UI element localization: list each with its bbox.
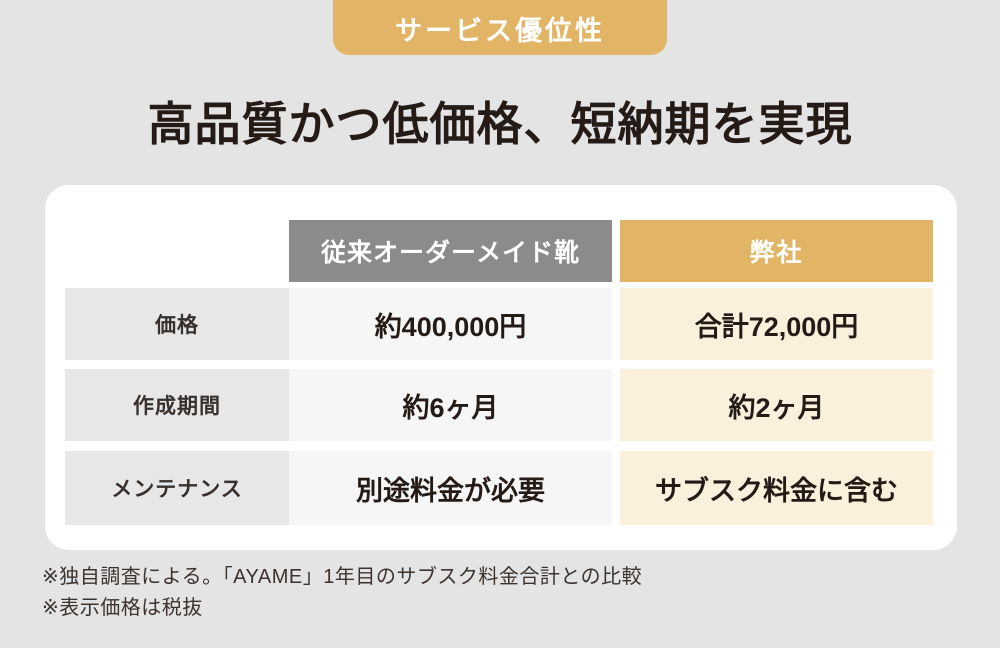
service-advantage-badge: サービス優位性	[333, 0, 667, 55]
table-row-price: 価格 約400,000円 合計72,000円	[65, 288, 957, 360]
comparison-card: 従来オーダーメイド靴 弊社 価格 約400,000円 合計72,000円 作成期…	[45, 185, 957, 550]
column-header-ours: 弊社	[620, 220, 933, 282]
price-ours-value: 合計72,000円	[620, 288, 933, 360]
maintenance-ours-value: サブスク料金に含む	[620, 451, 933, 525]
row-label-maintenance: メンテナンス	[65, 451, 289, 525]
column-header-traditional: 従来オーダーメイド靴	[289, 220, 612, 282]
table-header-row: 従来オーダーメイド靴 弊社	[65, 220, 957, 282]
table-row-maintenance: メンテナンス 別途料金が必要 サブスク料金に含む	[65, 451, 957, 525]
badge-label: サービス優位性	[395, 16, 605, 46]
price-traditional-value: 約400,000円	[289, 288, 612, 360]
footnote-tax-note: ※表示価格は税抜	[42, 597, 203, 619]
maintenance-traditional-value: 別途料金が必要	[289, 451, 612, 525]
row-label-production-period: 作成期間	[65, 369, 289, 441]
row-label-price: 価格	[65, 288, 289, 360]
period-ours-value: 約2ヶ月	[620, 369, 933, 441]
table-row-production-period: 作成期間 約6ヶ月 約2ヶ月	[65, 369, 957, 441]
period-traditional-value: 約6ヶ月	[289, 369, 612, 441]
footnotes: ※独自調査による。「AYAME」1年目のサブスク料金合計との比較 ※表示価格は税…	[42, 562, 642, 624]
page-title: 高品質かつ低価格、短納期を実現	[147, 98, 853, 150]
header-spacer-cell	[65, 220, 289, 282]
footnote-survey-note: ※独自調査による。「AYAME」1年目のサブスク料金合計との比較	[42, 566, 643, 588]
